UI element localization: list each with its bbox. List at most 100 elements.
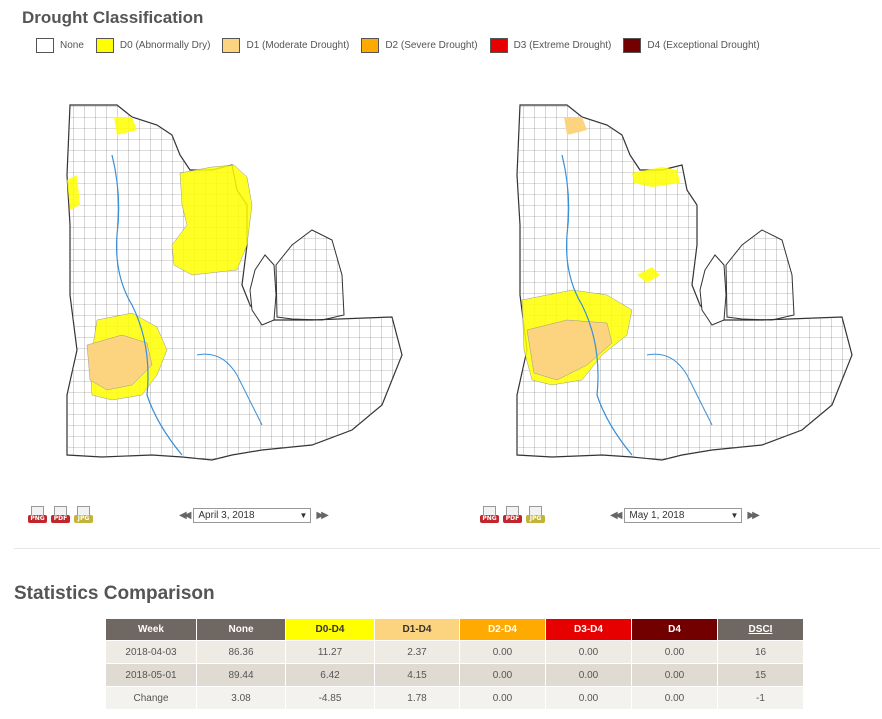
format-label: PNG: [480, 515, 499, 523]
legend-label: D3 (Extreme Drought): [513, 40, 612, 51]
cell: 86.36: [196, 640, 286, 664]
cell: 4.15: [374, 663, 460, 687]
midwest-map-image: [516, 104, 853, 461]
midwest-map-image: [66, 104, 403, 461]
d0-area-north: [114, 117, 137, 135]
lake-michigan: [699, 254, 727, 326]
format-label: PNG: [28, 515, 47, 523]
county-grid: [517, 105, 852, 460]
cell: 2018-04-03: [105, 640, 197, 664]
cell: 2018-05-01: [105, 663, 197, 687]
date-select-april[interactable]: April 3, 2018 ▼: [193, 507, 312, 523]
cell: 0.00: [545, 686, 632, 710]
d1-area-iowa: [86, 334, 153, 391]
legend-swatch: [361, 38, 380, 53]
river: [196, 353, 263, 426]
cell: 3.08: [196, 686, 286, 710]
legend-swatch: [95, 38, 114, 53]
header-week: Week: [105, 618, 197, 641]
cell: 11.27: [285, 640, 375, 664]
format-label: PDF: [51, 515, 70, 523]
header-none: None: [196, 618, 286, 641]
legend-label: D1 (Moderate Drought): [246, 40, 350, 51]
format-label: PDF: [503, 515, 522, 523]
next-date-icon[interactable]: ▶▶: [747, 509, 760, 521]
pdf-icon[interactable]: PDF: [503, 506, 522, 524]
cell: 0.00: [631, 640, 718, 664]
table-row: Change 3.08 -4.85 1.78 0.00 0.00 0.00 -1: [105, 686, 804, 710]
drought-legend: None D0 (Abnormally Dry) D1 (Moderate Dr…: [36, 38, 772, 53]
legend-item-d1: D1 (Moderate Drought): [222, 38, 349, 53]
chevron-down-icon: ▼: [730, 510, 739, 520]
header-d4: D4: [631, 618, 718, 641]
date-select-value: May 1, 2018: [629, 509, 685, 521]
legend-label: None: [60, 40, 84, 51]
png-icon[interactable]: PNG: [480, 506, 499, 524]
cell: -4.85: [285, 686, 375, 710]
previous-date-icon[interactable]: ◀◀: [179, 509, 192, 521]
header-d3-d4: D3-D4: [545, 618, 632, 641]
cell: 0.00: [459, 640, 546, 664]
header-d0-d4: D0-D4: [285, 618, 375, 641]
pdf-icon[interactable]: PDF: [51, 506, 70, 524]
d1-area-north: [564, 117, 587, 135]
map-controls-may: PNG PDF JPG ◀◀ May 1, 2018 ▼ ▶▶: [480, 505, 760, 525]
legend-swatch: [489, 38, 508, 53]
mississippi-river: [111, 154, 183, 456]
drought-map-april: [62, 95, 407, 485]
cell: Change: [105, 686, 197, 710]
d1-area-iowa: [526, 319, 613, 381]
cell: 6.42: [285, 663, 375, 687]
page-title: Drought Classification: [22, 8, 204, 27]
legend-item-d0: D0 (Abnormally Dry): [95, 38, 211, 53]
cell: 0.00: [631, 686, 718, 710]
stats-title: Statistics Comparison: [14, 583, 215, 604]
d0-area-wisconsin: [171, 164, 253, 276]
table-row: 2018-05-01 89.44 6.42 4.15 0.00 0.00 0.0…: [105, 663, 804, 687]
legend-item-d2: D2 (Severe Drought): [361, 38, 478, 53]
cell: 0.00: [459, 686, 546, 710]
county-grid: [67, 105, 402, 460]
legend-item-d4: D4 (Exceptional Drought): [623, 38, 760, 53]
legend-swatch: [623, 38, 642, 53]
cell: 0.00: [545, 640, 632, 664]
mississippi-river: [561, 154, 633, 456]
previous-date-icon[interactable]: ◀◀: [610, 509, 623, 521]
legend-item-d3: D3 (Extreme Drought): [489, 38, 612, 53]
michigan-lower: [275, 229, 345, 321]
legend-swatch: [36, 38, 54, 53]
lake-michigan: [249, 254, 277, 326]
d0-area-small: [637, 267, 660, 283]
next-date-icon[interactable]: ▶▶: [316, 509, 329, 521]
legend-label: D4 (Exceptional Drought): [647, 40, 760, 51]
date-select-may[interactable]: May 1, 2018 ▼: [624, 507, 743, 523]
chevron-down-icon: ▼: [299, 510, 308, 520]
format-label: JPG: [74, 515, 93, 523]
legend-label: D0 (Abnormally Dry): [119, 40, 211, 51]
header-d2-d4: D2-D4: [459, 618, 546, 641]
png-icon[interactable]: PNG: [28, 506, 47, 524]
cell: 16: [717, 640, 804, 664]
legend-item-none: None: [36, 38, 84, 53]
cell: -1: [717, 686, 804, 710]
cell: 2.37: [374, 640, 460, 664]
river: [646, 353, 713, 426]
header-d1-d4: D1-D4: [374, 618, 460, 641]
header-dsci-link[interactable]: DSCI: [717, 618, 804, 641]
cell: 1.78: [374, 686, 460, 710]
date-select-value: April 3, 2018: [198, 509, 255, 521]
section-divider: [14, 548, 880, 549]
legend-swatch: [222, 38, 241, 53]
legend-label: D2 (Severe Drought): [385, 40, 478, 51]
d0-area-upper: [632, 167, 680, 187]
statistics-table: Week None D0-D4 D1-D4 D2-D4 D3-D4 D4 DSC…: [105, 618, 804, 710]
jpg-icon[interactable]: JPG: [526, 506, 545, 524]
map-controls-april: PNG PDF JPG ◀◀ April 3, 2018 ▼ ▶▶: [28, 505, 329, 525]
table-row: 2018-04-03 86.36 11.27 2.37 0.00 0.00 0.…: [105, 640, 804, 664]
cell: 89.44: [196, 663, 286, 687]
cell: 0.00: [631, 663, 718, 687]
jpg-icon[interactable]: JPG: [74, 506, 93, 524]
table-header-row: Week None D0-D4 D1-D4 D2-D4 D3-D4 D4 DSC…: [105, 618, 804, 641]
format-label: JPG: [526, 515, 545, 523]
drought-map-may: [512, 95, 857, 485]
